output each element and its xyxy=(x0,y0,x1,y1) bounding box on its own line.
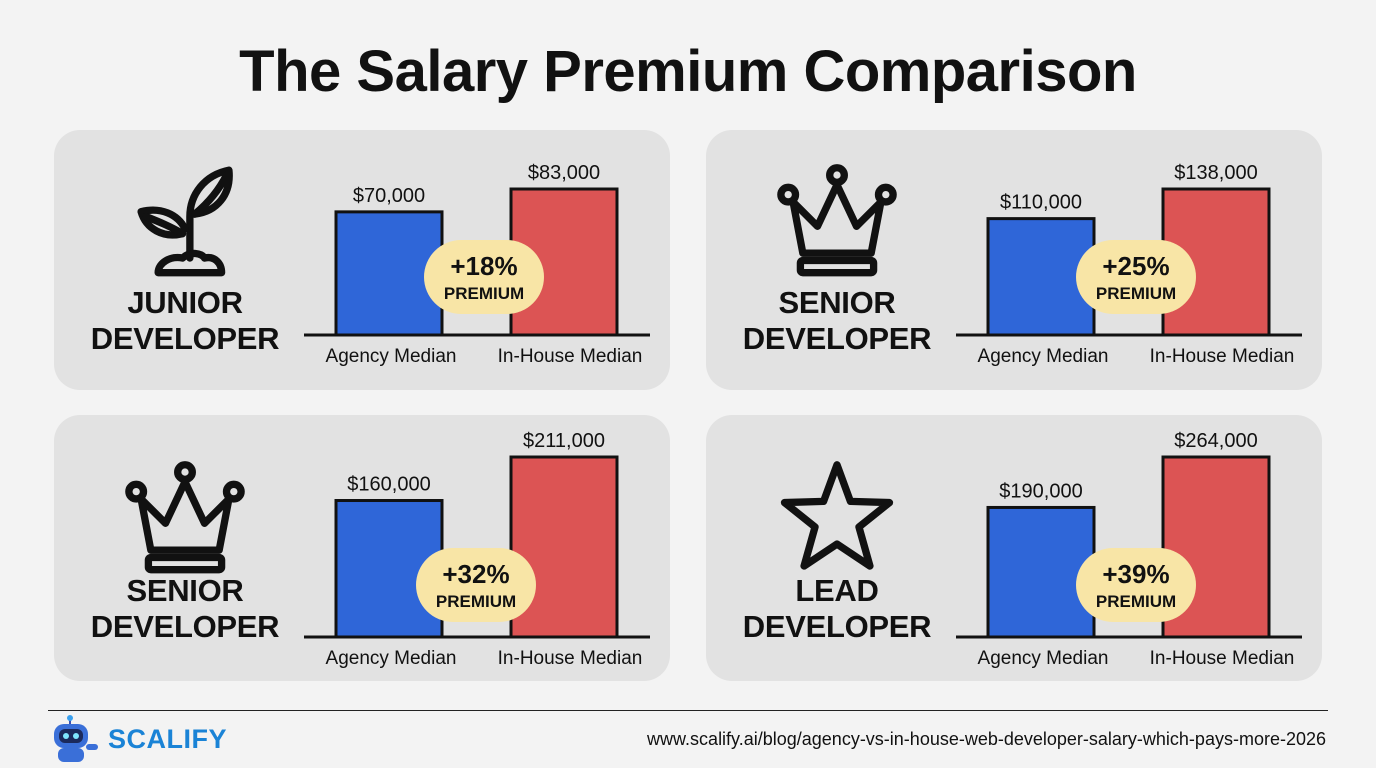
source-url[interactable]: www.scalify.ai/blog/agency-vs-in-house-w… xyxy=(647,729,1326,749)
role-line-1: SENIOR xyxy=(778,285,896,320)
value-label: $83,000 xyxy=(528,162,600,184)
bar-chart-svg: $70,000 Agency Median $83,000 In-House Medi… xyxy=(304,162,650,367)
premium-label: PREMIUM xyxy=(444,284,524,303)
value-label: $190,000 xyxy=(999,480,1082,502)
role-line-1: JUNIOR xyxy=(127,285,243,320)
premium-badge xyxy=(1076,240,1196,314)
role-line-2: DEVELOPER xyxy=(742,609,932,644)
category-label: Agency Median xyxy=(978,346,1109,367)
role-line-2: DEVELOPER xyxy=(90,321,280,356)
role-line-2: DEVELOPER xyxy=(90,609,280,644)
premium-label: PREMIUM xyxy=(436,592,516,611)
sprout-icon xyxy=(137,166,233,277)
footer-divider xyxy=(48,710,1328,711)
premium-label: PREMIUM xyxy=(1096,592,1176,611)
chart-card-junior: JUNIOR DEVELOPER $70,000 Agency Median $83… xyxy=(54,130,670,390)
chart-card-lead: LEAD DEVELOPER $190,000 Agency Median $264… xyxy=(706,415,1322,681)
category-label: Agency Median xyxy=(326,346,457,367)
role-line-1: LEAD xyxy=(795,573,879,608)
value-label: $110,000 xyxy=(1000,192,1082,214)
premium-badge xyxy=(1076,548,1196,622)
premium-value: +39% xyxy=(1102,559,1169,589)
star-icon xyxy=(780,461,894,570)
bar-chart-svg: $160,000 Agency Median $211,000 In-House Me… xyxy=(304,430,650,669)
category-label: Agency Median xyxy=(978,648,1109,669)
brand-logo[interactable]: SCALIFY xyxy=(48,714,227,764)
bar-chart: $160,000 Agency Median $211,000 In-House Me… xyxy=(294,415,670,675)
premium-value: +18% xyxy=(450,251,517,281)
premium-label: PREMIUM xyxy=(1096,284,1176,303)
chart-card-senior: SENIOR DEVELOPER $160,000 Agency Median $2… xyxy=(54,415,670,681)
bar-inhouse xyxy=(509,455,619,639)
category-label: In-House Median xyxy=(1150,648,1295,669)
brand-name: SCALIFY xyxy=(108,723,228,754)
crown-icon xyxy=(125,461,245,574)
role-line-2: DEVELOPER xyxy=(742,321,932,356)
bar-chart-svg: $110,000 Agency Median $138,000 In-House Me… xyxy=(956,162,1302,367)
category-label: In-House Median xyxy=(498,346,643,367)
page-title: The Salary Premium Comparison xyxy=(239,39,1137,104)
bar-chart: $70,000 Agency Median $83,000 In-House Medi… xyxy=(294,130,670,390)
role-label: LEAD DEVELOPER xyxy=(732,573,942,645)
value-label: $211,000 xyxy=(523,430,605,452)
role-label: SENIOR DEVELOPER xyxy=(732,285,942,357)
crown-icon xyxy=(777,164,897,277)
bar-agency xyxy=(986,505,1096,639)
category-label: In-House Median xyxy=(498,648,643,669)
category-label: In-House Median xyxy=(1150,346,1295,367)
role-label: SENIOR DEVELOPER xyxy=(80,573,290,645)
premium-value: +32% xyxy=(442,559,509,589)
value-label: $138,000 xyxy=(1174,162,1257,184)
premium-value: +25% xyxy=(1102,251,1169,281)
category-label: Agency Median xyxy=(326,648,457,669)
role-label: JUNIOR DEVELOPER xyxy=(80,285,290,357)
robot-mascot-icon xyxy=(54,715,98,762)
value-label: $264,000 xyxy=(1174,430,1257,452)
value-label: $160,000 xyxy=(347,474,430,496)
bar-chart: $190,000 Agency Median $264,000 In-House Me… xyxy=(946,415,1322,675)
premium-badge xyxy=(416,548,536,622)
bar-chart: $110,000 Agency Median $138,000 In-House Me… xyxy=(946,130,1322,390)
bar-chart-svg: $190,000 Agency Median $264,000 In-House Me… xyxy=(956,430,1302,669)
premium-badge xyxy=(424,240,544,314)
value-label: $70,000 xyxy=(353,185,425,207)
chart-card-senior: SENIOR DEVELOPER $110,000 Agency Median $1… xyxy=(706,130,1322,390)
role-line-1: SENIOR xyxy=(126,573,244,608)
